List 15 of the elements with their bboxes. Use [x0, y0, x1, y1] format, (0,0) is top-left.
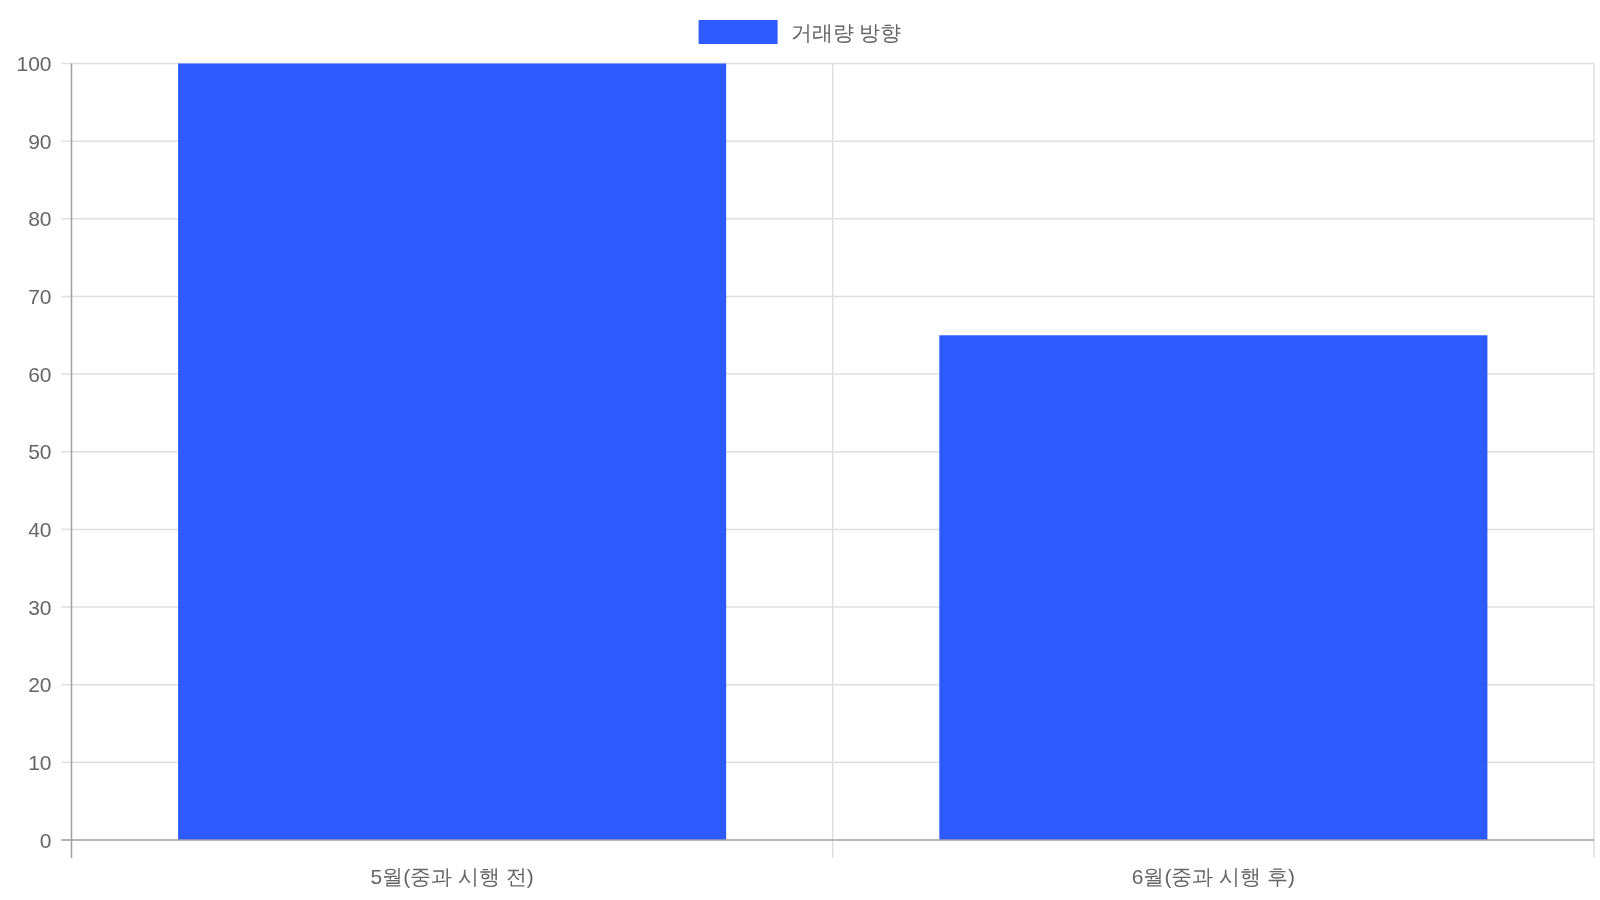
- y-tick-label: 60: [28, 362, 52, 386]
- y-tick-label: 40: [28, 517, 52, 541]
- x-tick-label: 6월(중과 시행 후): [1131, 864, 1296, 888]
- y-tick-label: 10: [28, 750, 52, 774]
- y-tick-label: 20: [28, 673, 52, 697]
- y-tick-label: 0: [39, 828, 52, 852]
- y-tick-label: 90: [28, 129, 52, 153]
- x-tick-label: 5월(중과 시행 전): [370, 864, 534, 888]
- y-tick-label: 100: [16, 52, 52, 75]
- legend-label: 거래량 방향: [790, 20, 902, 44]
- y-tick-label: 80: [28, 207, 52, 231]
- y-tick-label: 30: [28, 595, 52, 619]
- y-tick-label: 70: [28, 284, 52, 308]
- legend: 거래량 방향: [698, 20, 902, 44]
- y-tick-label: 50: [28, 440, 52, 464]
